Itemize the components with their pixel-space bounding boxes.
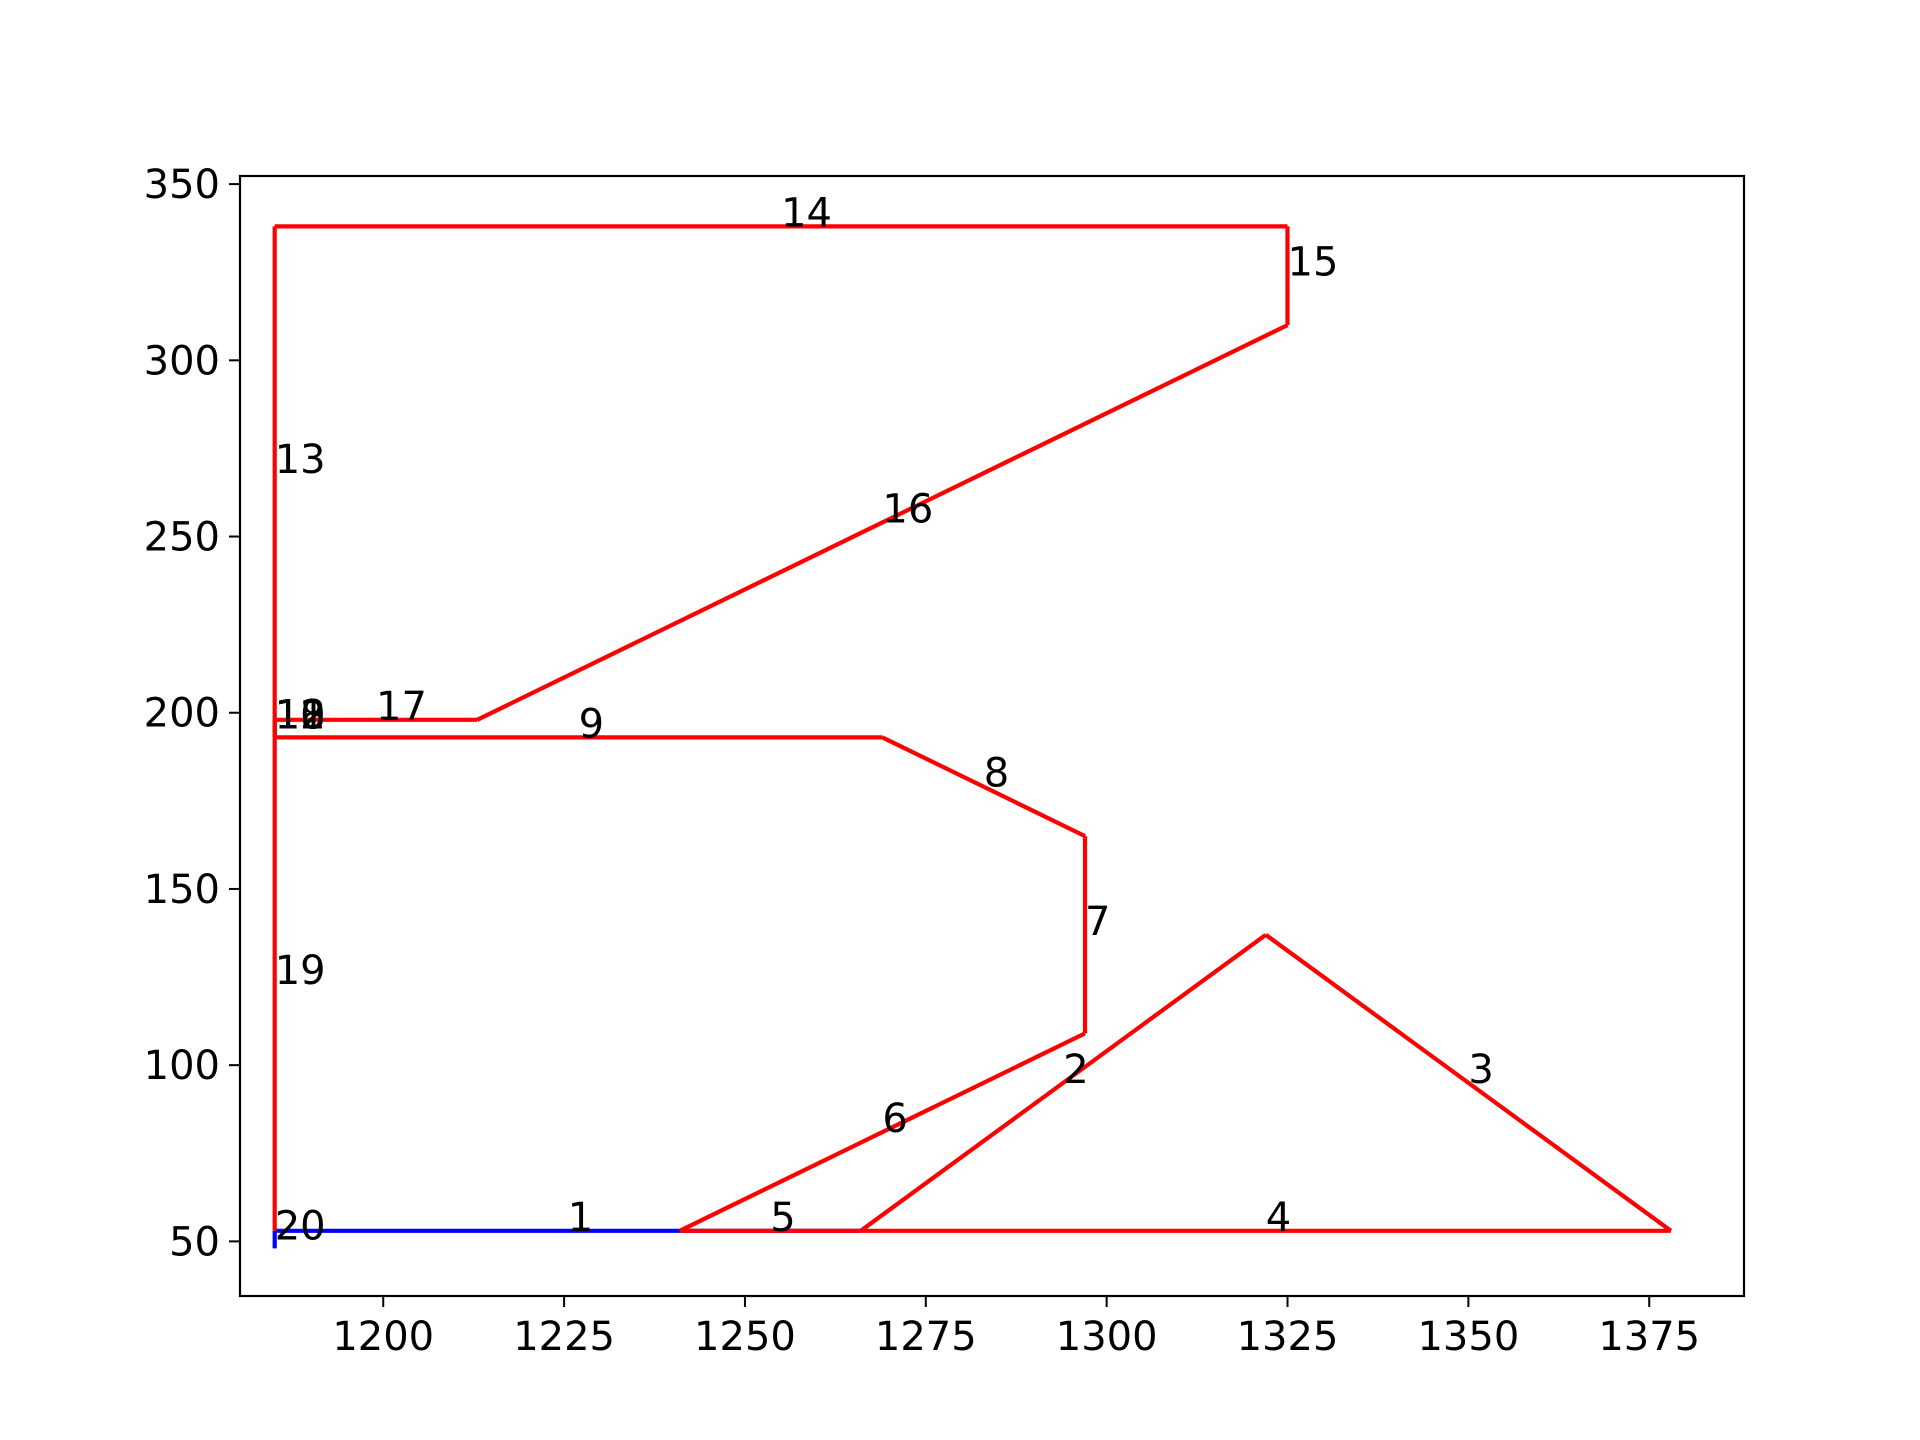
- segment-label-12: 12: [275, 693, 326, 739]
- segment-label-14: 14: [781, 190, 832, 236]
- plot-frame: [238, 174, 1746, 1298]
- segment-label-11: 11: [275, 693, 326, 739]
- segment-label-13: 13: [275, 437, 326, 483]
- segment-label-15: 15: [1288, 240, 1339, 286]
- segment-label-8: 8: [984, 751, 1009, 797]
- x-tick-label-1325: 1325: [1237, 1314, 1339, 1360]
- segment-label-10: 10: [275, 693, 326, 739]
- y-tick-label-300: 300: [144, 338, 220, 384]
- segment-3: [1264, 933, 1673, 1233]
- segment-label-18: 18: [275, 693, 326, 739]
- x-tick-label-1350: 1350: [1417, 1314, 1519, 1360]
- segment-label-17: 17: [376, 684, 427, 730]
- segment-label-5: 5: [770, 1195, 795, 1241]
- segment-label-9: 9: [579, 701, 604, 747]
- y-axis: 50 100 150 200 250 300 350: [144, 162, 240, 1265]
- segment-label-7: 7: [1085, 899, 1110, 945]
- x-tick-label-1225: 1225: [513, 1314, 615, 1360]
- segment-8: [881, 735, 1086, 838]
- segment-6: [678, 1031, 1086, 1233]
- segment-label-6: 6: [882, 1096, 907, 1142]
- segment-2: [859, 933, 1268, 1233]
- y-tick-label-50: 50: [169, 1219, 220, 1265]
- y-tick-label-250: 250: [144, 515, 220, 561]
- x-tick-label-1200: 1200: [332, 1314, 434, 1360]
- segment-label-3: 3: [1468, 1047, 1493, 1093]
- x-tick-label-1275: 1275: [875, 1314, 977, 1360]
- y-tick-label-100: 100: [144, 1043, 220, 1089]
- segment-label-4: 4: [1266, 1195, 1291, 1241]
- x-axis: 1200 1225 1250 1275 1300 1325 1350 1375: [332, 1296, 1700, 1360]
- y-tick-label-200: 200: [144, 691, 220, 737]
- segment-16: [476, 323, 1289, 722]
- x-tick-label-1300: 1300: [1056, 1314, 1158, 1360]
- y-tick-label-350: 350: [144, 162, 220, 208]
- segment-label-16: 16: [882, 486, 933, 532]
- y-tick-label-150: 150: [144, 867, 220, 913]
- segment-label-20: 20: [275, 1204, 326, 1250]
- segment-lines: [272, 224, 1673, 1249]
- x-tick-label-1375: 1375: [1598, 1314, 1700, 1360]
- x-tick-label-1250: 1250: [694, 1314, 796, 1360]
- segment-label-2: 2: [1063, 1047, 1088, 1093]
- segment-label-1: 1: [568, 1195, 593, 1241]
- segment-label-19: 19: [275, 948, 326, 994]
